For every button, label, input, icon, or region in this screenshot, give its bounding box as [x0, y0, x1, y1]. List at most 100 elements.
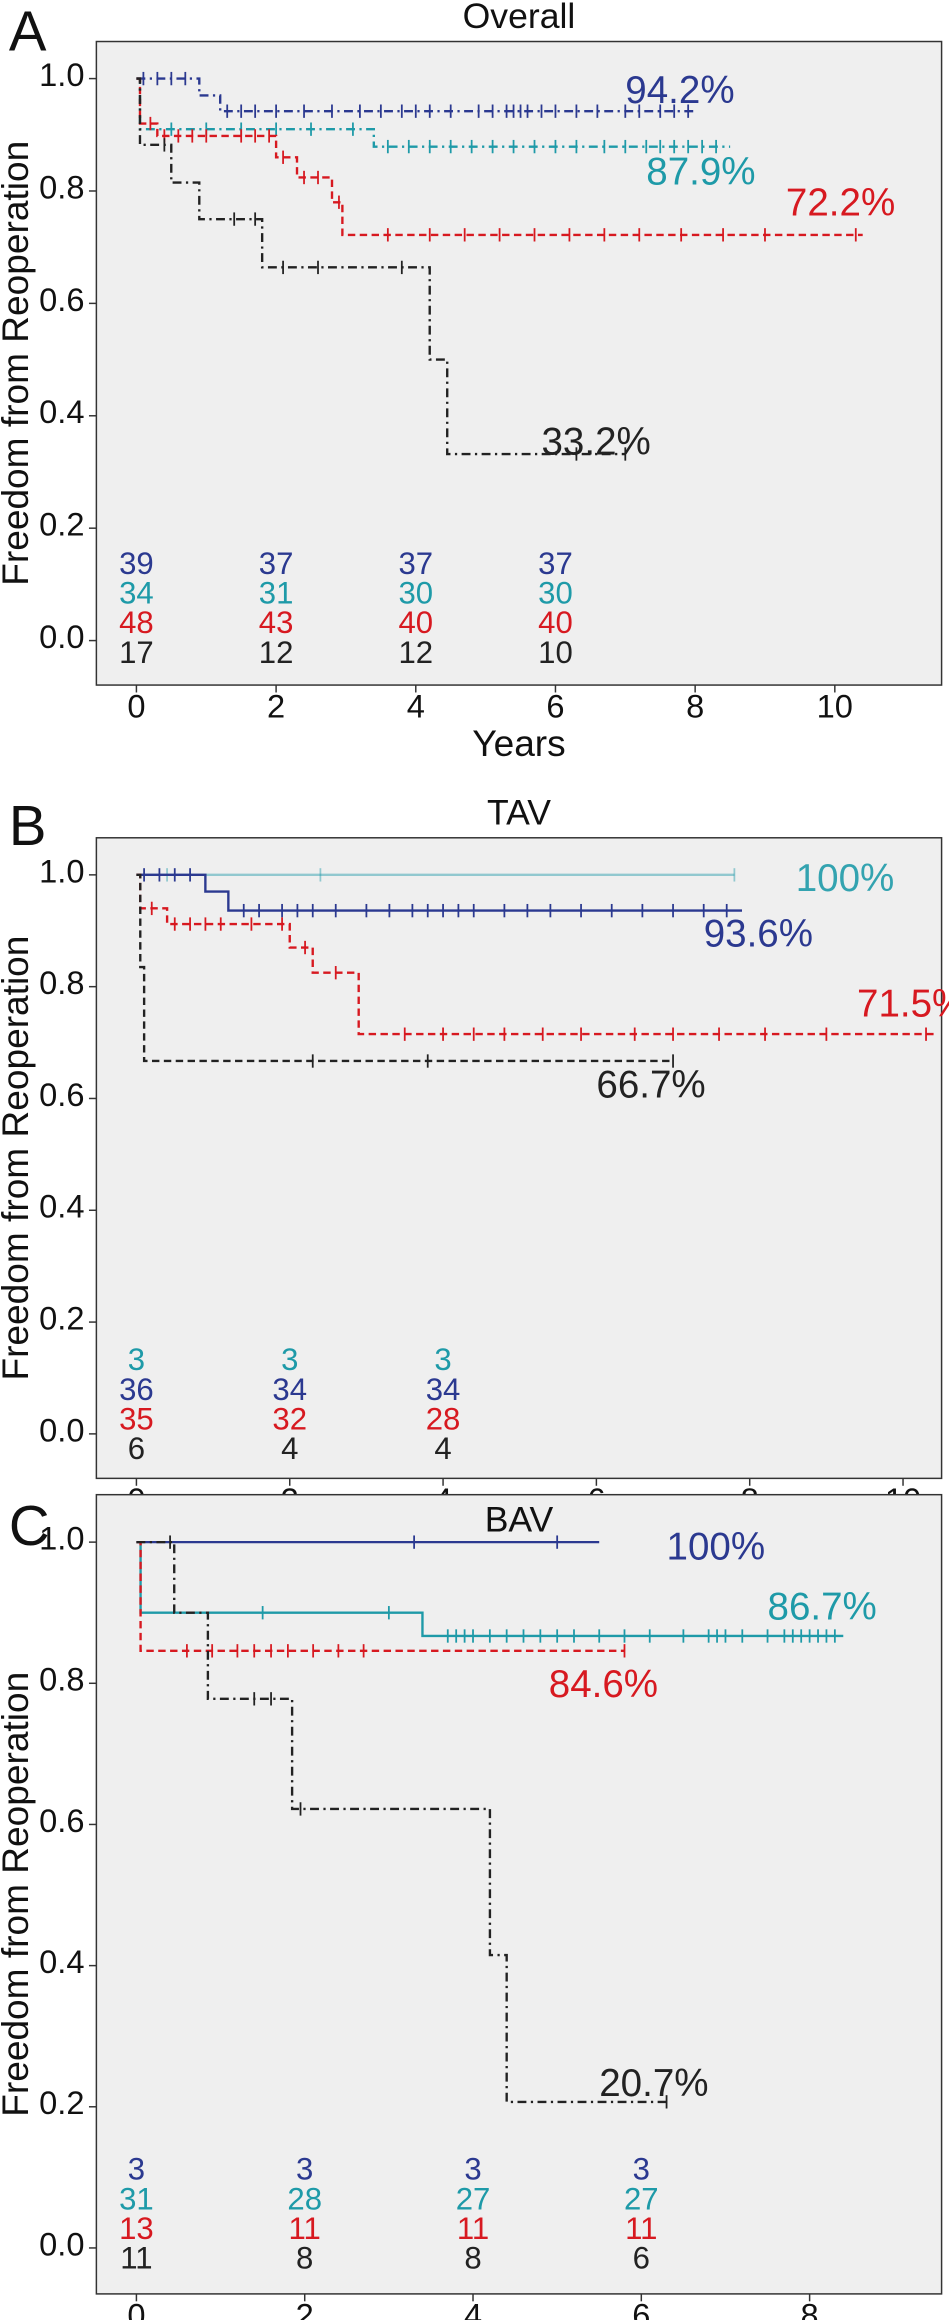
panel-title: Overall: [463, 0, 576, 36]
y-tick-label: 0.0: [39, 2225, 84, 2262]
at-risk-count: 8: [464, 2241, 481, 2276]
y-tick-label: 0.2: [39, 2084, 84, 2121]
at-risk-count: 8: [296, 2241, 313, 2276]
y-tick-label: 0.6: [39, 1802, 84, 1839]
plot-area: [95, 40, 943, 686]
at-risk-count: 37: [538, 546, 573, 581]
x-tick-label: 2: [296, 2297, 314, 2320]
at-risk-count: 6: [633, 2241, 650, 2276]
y-tick-label: 0.6: [39, 1076, 84, 1113]
at-risk-count: 11: [120, 2241, 152, 2276]
km-curve: [136, 873, 934, 1036]
panel-letter: B: [9, 794, 47, 857]
at-risk-count: 10: [538, 635, 573, 670]
survival-end-label: 66.7%: [596, 1064, 705, 1107]
at-risk-count: 39: [119, 546, 154, 581]
y-tick-label: 0.4: [39, 393, 84, 430]
y-tick-label: 0.2: [39, 506, 84, 543]
at-risk-count: 13: [119, 2211, 154, 2246]
at-risk-count: 12: [398, 635, 433, 670]
y-tick-label: 1.0: [39, 56, 84, 93]
x-tick-label: 8: [801, 2297, 819, 2320]
at-risk-count: 30: [538, 576, 573, 611]
at-risk-count: 36: [119, 1372, 154, 1407]
plot-area: [95, 837, 943, 1480]
y-axis-label: Freedom from Reoperation: [0, 1672, 36, 2117]
at-risk-count: 4: [434, 1431, 451, 1466]
survival-end-label: 86.7%: [768, 1586, 877, 1629]
y-axis-label: Freedom from Reoperation: [0, 936, 36, 1381]
survival-end-label: 71.5%: [857, 983, 949, 1026]
km-curve: [136, 77, 696, 113]
at-risk-count: 3: [633, 2152, 650, 2187]
at-risk-count: 27: [624, 2181, 659, 2216]
survival-end-label: 33.2%: [541, 420, 650, 463]
km-curve: [136, 873, 674, 1063]
at-risk-count: 3: [128, 1342, 145, 1377]
at-risk-count: 3: [434, 1342, 451, 1377]
at-risk-count: 3: [281, 1342, 298, 1377]
y-tick-label: 0.0: [39, 1411, 84, 1448]
y-tick-label: 0.4: [39, 1188, 84, 1225]
x-tick-label: 8: [686, 688, 704, 725]
x-axis-label: Years: [472, 722, 565, 764]
at-risk-count: 3: [296, 2152, 313, 2187]
survival-end-label: 100%: [667, 1526, 766, 1569]
y-tick-label: 0.4: [39, 1943, 84, 1980]
at-risk-count: 40: [398, 605, 433, 640]
survival-end-label: 84.6%: [549, 1663, 658, 1706]
y-axis-label: Freedom from Reoperation: [0, 141, 36, 586]
at-risk-count: 11: [289, 2211, 321, 2246]
y-tick-label: 1.0: [39, 1520, 84, 1557]
plot-area: [95, 1493, 943, 2295]
at-risk-count: 40: [538, 605, 573, 640]
survival-end-label: 93.6%: [704, 913, 813, 956]
survival-end-label: 100%: [796, 857, 895, 900]
panel-letter: C: [9, 1494, 50, 1557]
km-curve: [136, 77, 626, 456]
survival-end-label: 87.9%: [646, 151, 755, 194]
y-tick-label: 0.2: [39, 1299, 84, 1336]
x-tick-label: 0: [127, 2297, 145, 2320]
at-risk-count: 43: [259, 605, 294, 640]
x-tick-label: 6: [546, 688, 564, 725]
at-risk-count: 17: [119, 635, 154, 670]
km-curve: [136, 1540, 667, 2104]
panel-b: BTAV0.00.20.40.60.81.00246810YearsFreedo…: [0, 792, 949, 1556]
x-tick-label: 10: [817, 688, 853, 725]
y-tick-label: 0.8: [39, 1661, 84, 1698]
panel-a: A Overall 0.0 0.2 0.4 0.6 0.8 1.0 0 2 4 6 8 10 Years Fr…: [0, 0, 943, 764]
at-risk-count: 37: [259, 546, 294, 581]
at-risk-count: 34: [272, 1372, 307, 1407]
x-tick-label: 4: [407, 688, 425, 725]
at-risk-count: 11: [625, 2211, 657, 2246]
y-tick-label: 0.6: [39, 281, 84, 318]
survival-end-label: 20.7%: [599, 2062, 708, 2105]
y-tick-label: 0.8: [39, 964, 84, 1001]
panel-c: CBAV0.00.20.40.60.81.002468YearsFreedom …: [0, 1493, 943, 2320]
at-risk-count: 11: [457, 2211, 489, 2246]
at-risk-count: 6: [128, 1431, 145, 1466]
at-risk-count: 12: [259, 635, 294, 670]
at-risk-count: 27: [456, 2181, 491, 2216]
at-risk-count: 4: [281, 1431, 298, 1466]
at-risk-count: 3: [128, 2152, 145, 2187]
at-risk-count: 3: [464, 2152, 481, 2187]
at-risk-count: 31: [259, 576, 294, 611]
survival-end-label: 72.2%: [786, 181, 895, 224]
at-risk-count: 35: [119, 1401, 154, 1436]
y-tick-label: 0.8: [39, 168, 84, 205]
at-risk-count: 30: [398, 576, 433, 611]
km-curve: [136, 873, 742, 912]
y-tick-label: 0.0: [39, 618, 84, 655]
x-tick-label: 6: [632, 2297, 650, 2320]
panel-title: TAV: [487, 792, 551, 832]
at-risk-count: 48: [119, 605, 154, 640]
panel-letter: A: [9, 0, 47, 62]
at-risk-count: 34: [426, 1372, 461, 1407]
survival-end-label: 94.2%: [625, 69, 734, 112]
y-tick-label: 1.0: [39, 852, 84, 889]
